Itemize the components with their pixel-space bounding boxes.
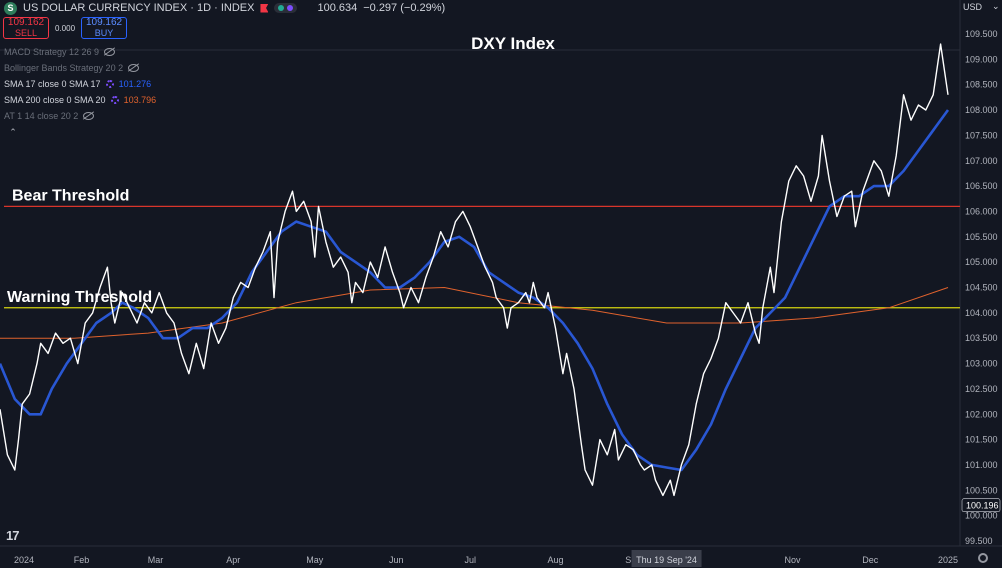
symbol-header[interactable]: S US DOLLAR CURRENCY INDEX · 1D · INDEX …	[4, 0, 445, 16]
x-tick-label: Dec	[862, 555, 879, 565]
symbol-title: US DOLLAR CURRENCY INDEX · 1D · INDEX	[23, 2, 255, 14]
crosshair-time-label: Thu 19 Sep '24	[636, 555, 697, 565]
study-legend: MACD Strategy 12 26 9 Bollinger Bands St…	[4, 44, 156, 124]
x-tick-label: Jun	[389, 555, 404, 565]
chart-title: DXY Index	[471, 34, 555, 53]
trade-panel: 109.162 SELL 0.000 109.162 BUY	[3, 17, 128, 39]
sell-price: 109.162	[7, 17, 45, 28]
y-tick-label: 100.000	[965, 511, 998, 521]
study-value: 101.276	[118, 79, 152, 89]
x-tick-label: Feb	[74, 555, 90, 565]
hidden-eye-icon[interactable]	[104, 48, 116, 56]
loading-icon	[110, 96, 119, 104]
buy-button[interactable]: 109.162 BUY	[81, 17, 128, 39]
x-tick-label: Nov	[784, 555, 801, 565]
y-tick-label: 101.000	[965, 460, 998, 470]
symbol-logo-icon: S	[4, 1, 17, 15]
x-tick-label: May	[306, 555, 324, 565]
sell-label: SELL	[14, 28, 38, 38]
bear-threshold-label: Bear Threshold	[12, 187, 129, 204]
series-line-sma-17	[0, 109, 950, 472]
study-label: Bollinger Bands Strategy 20 2	[4, 63, 124, 73]
y-tick-label: 104.000	[965, 308, 998, 318]
y-tick-label: 107.500	[965, 130, 998, 140]
study-sma200[interactable]: SMA 200 close 0 SMA 20 103.796	[4, 92, 156, 108]
loading-icon	[105, 80, 114, 88]
y-tick-label: 103.000	[965, 359, 998, 369]
study-label: MACD Strategy 12 26 9	[4, 47, 100, 57]
market-status-pill[interactable]	[274, 3, 298, 13]
price-badge-label: 100.196	[966, 501, 999, 511]
flag-icon[interactable]	[260, 3, 269, 13]
y-tick-label: 109.000	[965, 54, 998, 64]
study-value: 103.796	[123, 95, 157, 105]
y-tick-label: 100.500	[965, 485, 998, 495]
collapse-legend-chevron-up-icon[interactable]: ⌃	[9, 126, 17, 137]
tradingview-logo-icon: 17	[6, 528, 20, 543]
sell-button[interactable]: 109.162 SELL	[3, 17, 49, 39]
x-tick-label: 2024	[14, 555, 34, 565]
x-tick-label: Aug	[547, 555, 563, 565]
buy-label: BUY	[94, 28, 114, 38]
y-tick-label: 109.500	[965, 29, 998, 39]
y-tick-label: 102.500	[965, 384, 998, 394]
study-label: SMA 200 close 0 SMA 20	[4, 95, 106, 105]
settings-gear-icon[interactable]	[978, 553, 988, 563]
x-tick-label: Mar	[148, 555, 164, 565]
y-tick-label: 106.500	[965, 181, 998, 191]
y-tick-label: 108.000	[965, 105, 998, 115]
price-badge-box	[961, 498, 1001, 513]
y-tick-label: 99.500	[965, 536, 993, 546]
study-bollinger[interactable]: Bollinger Bands Strategy 20 2	[4, 60, 156, 76]
crosshair-time-box	[631, 550, 702, 567]
y-tick-label: 102.000	[965, 409, 998, 419]
last-price: 100.634	[317, 2, 358, 14]
y-tick-label: 105.000	[965, 257, 998, 267]
study-sma17[interactable]: SMA 17 close 0 SMA 17 101.276	[4, 76, 156, 92]
study-label: SMA 17 close 0 SMA 17	[4, 79, 101, 89]
x-tick-label: Apr	[226, 555, 240, 565]
y-tick-label: 107.000	[965, 156, 998, 166]
y-tick-label: 106.000	[965, 206, 998, 216]
chevron-down-icon: ⌄	[992, 1, 1000, 11]
y-tick-label: 104.500	[965, 283, 998, 293]
y-tick-label: 108.500	[965, 80, 998, 90]
y-tick-label: 105.500	[965, 232, 998, 242]
study-macd[interactable]: MACD Strategy 12 26 9	[4, 44, 156, 60]
buy-price: 109.162	[85, 17, 123, 28]
series-line-dxy	[0, 43, 949, 497]
x-tick-label: 2025	[938, 555, 958, 565]
y-tick-label: 101.500	[965, 435, 998, 445]
hidden-eye-icon[interactable]	[83, 112, 95, 120]
hidden-eye-icon[interactable]	[128, 64, 140, 72]
warning-threshold-label: Warning Threshold	[7, 289, 152, 306]
series-line-sma-200	[0, 287, 949, 339]
data-dot-icon	[287, 5, 294, 11]
study-at[interactable]: AT 1 14 close 20 2	[4, 108, 156, 124]
status-dot-icon	[278, 5, 285, 11]
y-tick-label: 103.500	[965, 333, 998, 343]
currency-selector[interactable]: USD ⌄	[963, 1, 1000, 12]
study-label: AT 1 14 close 20 2	[4, 111, 79, 121]
spread-value: 0.000	[55, 23, 76, 33]
x-tick-label: Jul	[465, 555, 477, 565]
price-change: −0.297 (−0.29%)	[363, 2, 446, 14]
currency-label: USD	[963, 1, 983, 12]
